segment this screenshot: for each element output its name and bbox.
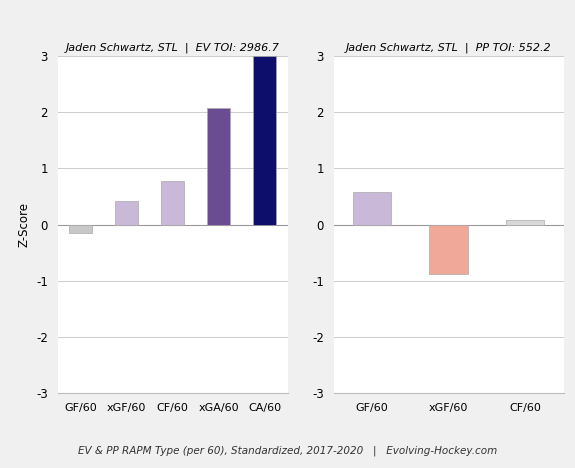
Title: Jaden Schwartz, STL  |  PP TOI: 552.2: Jaden Schwartz, STL | PP TOI: 552.2 bbox=[346, 43, 551, 53]
Bar bbox=[69, 225, 92, 233]
Title: Jaden Schwartz, STL  |  EV TOI: 2986.7: Jaden Schwartz, STL | EV TOI: 2986.7 bbox=[66, 43, 279, 53]
Bar bbox=[253, 56, 276, 225]
Bar bbox=[506, 219, 545, 225]
Bar bbox=[161, 182, 184, 225]
Bar bbox=[207, 108, 230, 225]
Text: EV & PP RAPM Type (per 60), Standardized, 2017-2020   |   Evolving-Hockey.com: EV & PP RAPM Type (per 60), Standardized… bbox=[78, 446, 497, 456]
Bar bbox=[115, 201, 138, 225]
Bar bbox=[430, 225, 467, 274]
Y-axis label: Z-Score: Z-Score bbox=[17, 202, 30, 247]
Bar bbox=[352, 192, 391, 225]
